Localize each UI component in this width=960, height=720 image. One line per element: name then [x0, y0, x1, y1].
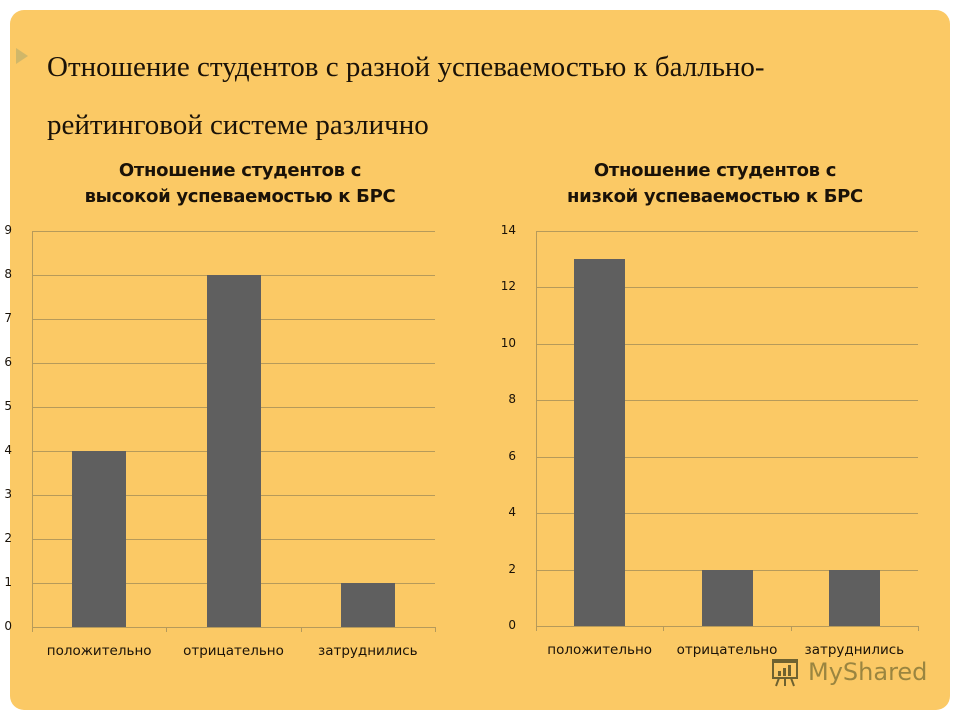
y-tick-label: 10	[500, 335, 516, 350]
arrow-bullet-icon	[16, 48, 28, 64]
chart-title-line: высокой успеваемостью к БРС	[84, 186, 396, 207]
gridline	[536, 400, 918, 402]
presentation-board-icon	[772, 659, 798, 687]
y-tick-label: 1	[4, 575, 12, 589]
y-tick-label: 12	[500, 279, 516, 294]
x-category-label: затруднились	[318, 643, 418, 659]
slide-card	[10, 10, 950, 710]
bar-отрицательно	[701, 569, 753, 626]
bar-затруднились	[340, 583, 395, 627]
y-tick-label: 0	[508, 618, 516, 632]
x-tick	[166, 627, 168, 632]
gridline	[536, 343, 918, 345]
y-tick-label: 2	[4, 531, 12, 545]
gridline	[536, 456, 918, 458]
bar-отрицательно	[206, 275, 261, 627]
chart-title-high: Отношение студентов с высокой успеваемос…	[30, 158, 450, 210]
y-tick-label: 9	[4, 223, 12, 237]
x-category-label: положительно	[46, 643, 152, 659]
y-tick-label: 2	[508, 561, 516, 576]
watermark-text: MyShared	[808, 658, 928, 686]
bar-затруднились	[828, 569, 880, 626]
y-tick-label: 4	[508, 505, 516, 520]
y-tick-label: 6	[4, 355, 12, 369]
x-tick	[32, 627, 33, 632]
slide-heading-line-1: Отношение студентов с разной успеваемост…	[47, 51, 765, 83]
gridline	[536, 626, 918, 627]
x-category-label: отрицательно	[676, 642, 778, 658]
y-tick-label: 8	[508, 392, 516, 407]
x-category-label: отрицательно	[183, 643, 284, 659]
x-tick	[300, 627, 302, 632]
bar-положительно	[574, 259, 626, 626]
y-axis-line	[536, 231, 537, 626]
x-tick	[790, 626, 792, 631]
x-category-label: затруднились	[804, 642, 905, 658]
gridline	[32, 231, 435, 232]
y-tick-label: 6	[508, 448, 516, 463]
slide-heading-line-2: рейтинговой системе различно	[47, 109, 429, 141]
chart-title-low: Отношение студентов с низкой успеваемост…	[505, 158, 925, 210]
x-tick	[536, 626, 537, 631]
x-tick	[663, 626, 665, 631]
chart-title-line: Отношение студентов с	[593, 160, 837, 181]
slide-heading: Отношение студентов с разной успеваемост…	[47, 38, 923, 154]
gridline	[536, 513, 918, 515]
y-tick-label: 7	[4, 311, 12, 325]
bar-положительно	[72, 451, 127, 627]
watermark: MyShared	[768, 655, 927, 689]
gridline	[536, 287, 918, 289]
y-tick-label: 5	[4, 399, 12, 413]
plot-area-high	[32, 231, 436, 632]
y-tick-label: 14	[500, 223, 516, 237]
y-tick-label: 3	[4, 487, 12, 501]
x-tick	[918, 626, 919, 631]
y-tick-label: 4	[4, 443, 12, 457]
y-tick-label: 0	[4, 619, 12, 633]
plot-area-low	[536, 231, 919, 631]
chart-title-line: низкой успеваемостью к БРС	[567, 186, 863, 207]
y-tick-label: 8	[4, 267, 12, 281]
x-tick	[435, 627, 436, 632]
gridline	[536, 231, 918, 232]
gridline	[32, 627, 435, 628]
y-axis-line	[32, 231, 33, 627]
chart-title-line: Отношение студентов с	[118, 160, 362, 181]
x-category-label: положительно	[547, 642, 653, 658]
